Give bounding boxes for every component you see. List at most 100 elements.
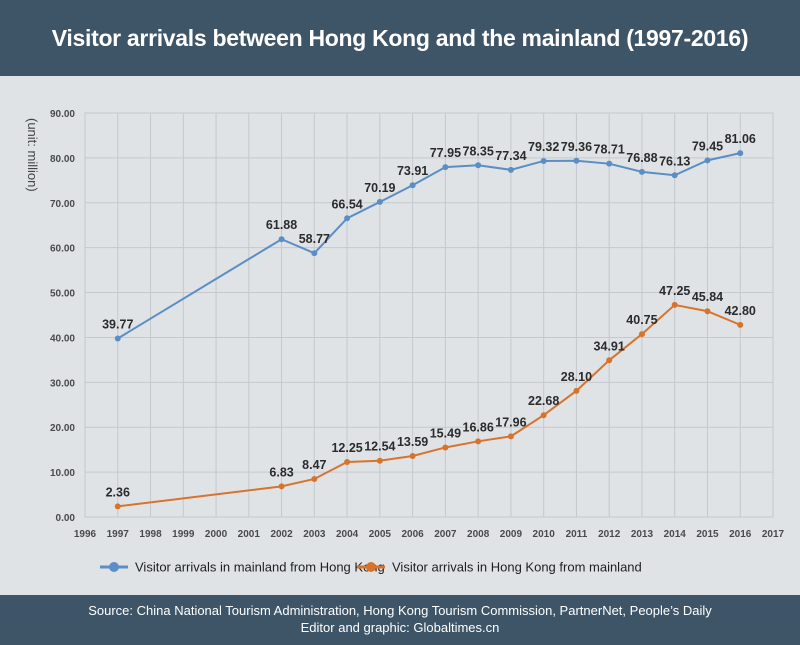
x-tick-label: 2010 [533,529,556,540]
series-line [117,152,741,340]
data-point [475,438,482,445]
data-label: 70.19 [364,181,395,195]
data-label: 61.88 [266,218,297,232]
x-tick-label: 2007 [434,529,457,540]
x-tick-label: 2002 [270,529,293,540]
data-point [573,387,580,394]
data-label: 22.68 [528,394,559,408]
data-point [606,357,613,364]
x-tick-label: 2016 [729,529,752,540]
x-tick-label: 2009 [500,529,523,540]
data-point [311,475,318,482]
legend-dot-marker [366,562,376,572]
title-bar: Visitor arrivals between Hong Kong and t… [0,0,800,76]
legend-item: Visitor arrivals in mainland from Hong K… [100,560,385,575]
data-point [311,250,318,257]
data-label: 13.59 [397,435,428,449]
data-label: 47.25 [659,284,690,298]
x-tick-label: 2005 [369,529,392,540]
x-tick-label: 2003 [303,529,326,540]
series-line [117,303,741,508]
data-label: 81.06 [725,132,756,146]
data-label: 16.86 [463,420,494,434]
legend-label: Visitor arrivals in Hong Kong from mainl… [392,560,642,575]
data-label: 79.32 [528,140,559,154]
data-point [638,331,645,338]
data-label: 12.54 [364,440,395,454]
x-tick-label: 2008 [467,529,490,540]
y-tick-label: 30.00 [50,378,75,389]
data-label: 12.25 [331,441,362,455]
x-tick-label: 2011 [566,529,588,540]
data-point [638,168,645,175]
data-label: 39.77 [102,317,133,331]
y-axis-label: (unit: million) [25,118,40,192]
data-label: 78.35 [463,144,494,158]
y-tick-label: 80.00 [50,154,75,165]
data-label: 6.83 [269,465,293,479]
data-point [344,459,351,466]
data-label: 17.96 [495,415,526,429]
data-point [671,172,678,179]
y-tick-label: 50.00 [50,289,75,300]
data-label: 15.49 [430,426,461,440]
x-tick-label: 2012 [598,529,621,540]
data-point [376,198,383,205]
data-label: 79.36 [561,140,592,154]
data-label: 8.47 [302,458,326,472]
data-point [442,444,449,451]
plot-frame [84,112,774,518]
data-point [278,236,285,243]
data-point [671,301,678,308]
data-point [737,150,744,157]
data-label: 58.77 [299,232,330,246]
data-point [540,157,547,164]
data-label: 28.10 [561,370,592,384]
data-label: 45.84 [692,290,723,304]
data-point [704,308,711,315]
data-label: 40.75 [626,313,657,327]
data-point [540,412,547,419]
x-tick-label: 2014 [664,529,687,540]
y-tick-label: 90.00 [50,109,75,120]
data-point [606,160,613,167]
grid [84,112,774,518]
y-tick-label: 20.00 [50,423,75,434]
chart-background [0,76,800,595]
data-label: 34.91 [594,339,625,353]
data-point [737,321,744,328]
legend-dot-marker [109,562,119,572]
data-label: 76.13 [659,154,690,168]
credit-text: Editor and graphic: Globaltimes.cn [300,620,500,635]
data-point [344,215,351,222]
data-point [442,164,449,171]
x-tick-label: 2015 [696,529,719,540]
data-label: 79.45 [692,139,723,153]
chart-title: Visitor arrivals between Hong Kong and t… [51,24,749,51]
data-label: 73.91 [397,164,428,178]
footer: Source: China National Tourism Administr… [0,595,800,645]
y-tick-label: 70.00 [50,199,75,210]
data-point [507,433,514,440]
x-axis-ticks: 1996 1997 1998 1999 2000 2001 2002 2003 2004 2005… [74,529,785,540]
x-tick-label: 2000 [205,529,228,540]
x-tick-label: 1996 [74,529,97,540]
data-label: 77.34 [495,149,526,163]
legend-label: Visitor arrivals in mainland from Hong K… [135,560,385,575]
data-point [278,483,285,490]
data-label: 78.71 [594,143,625,157]
y-tick-label: 0.00 [56,513,76,524]
data-label: 76.88 [626,151,657,165]
x-tick-label: 2013 [631,529,654,540]
data-point [376,457,383,464]
data-label: 2.36 [106,485,130,499]
x-tick-label: 2017 [762,529,785,540]
y-axis-ticks: 0.00 10.00 20.00 30.00 40.00 50.00 60.00 70.00 8… [50,109,75,524]
data-point [475,162,482,169]
y-tick-label: 40.00 [50,333,75,344]
data-point [409,182,416,189]
data-point [114,503,121,510]
